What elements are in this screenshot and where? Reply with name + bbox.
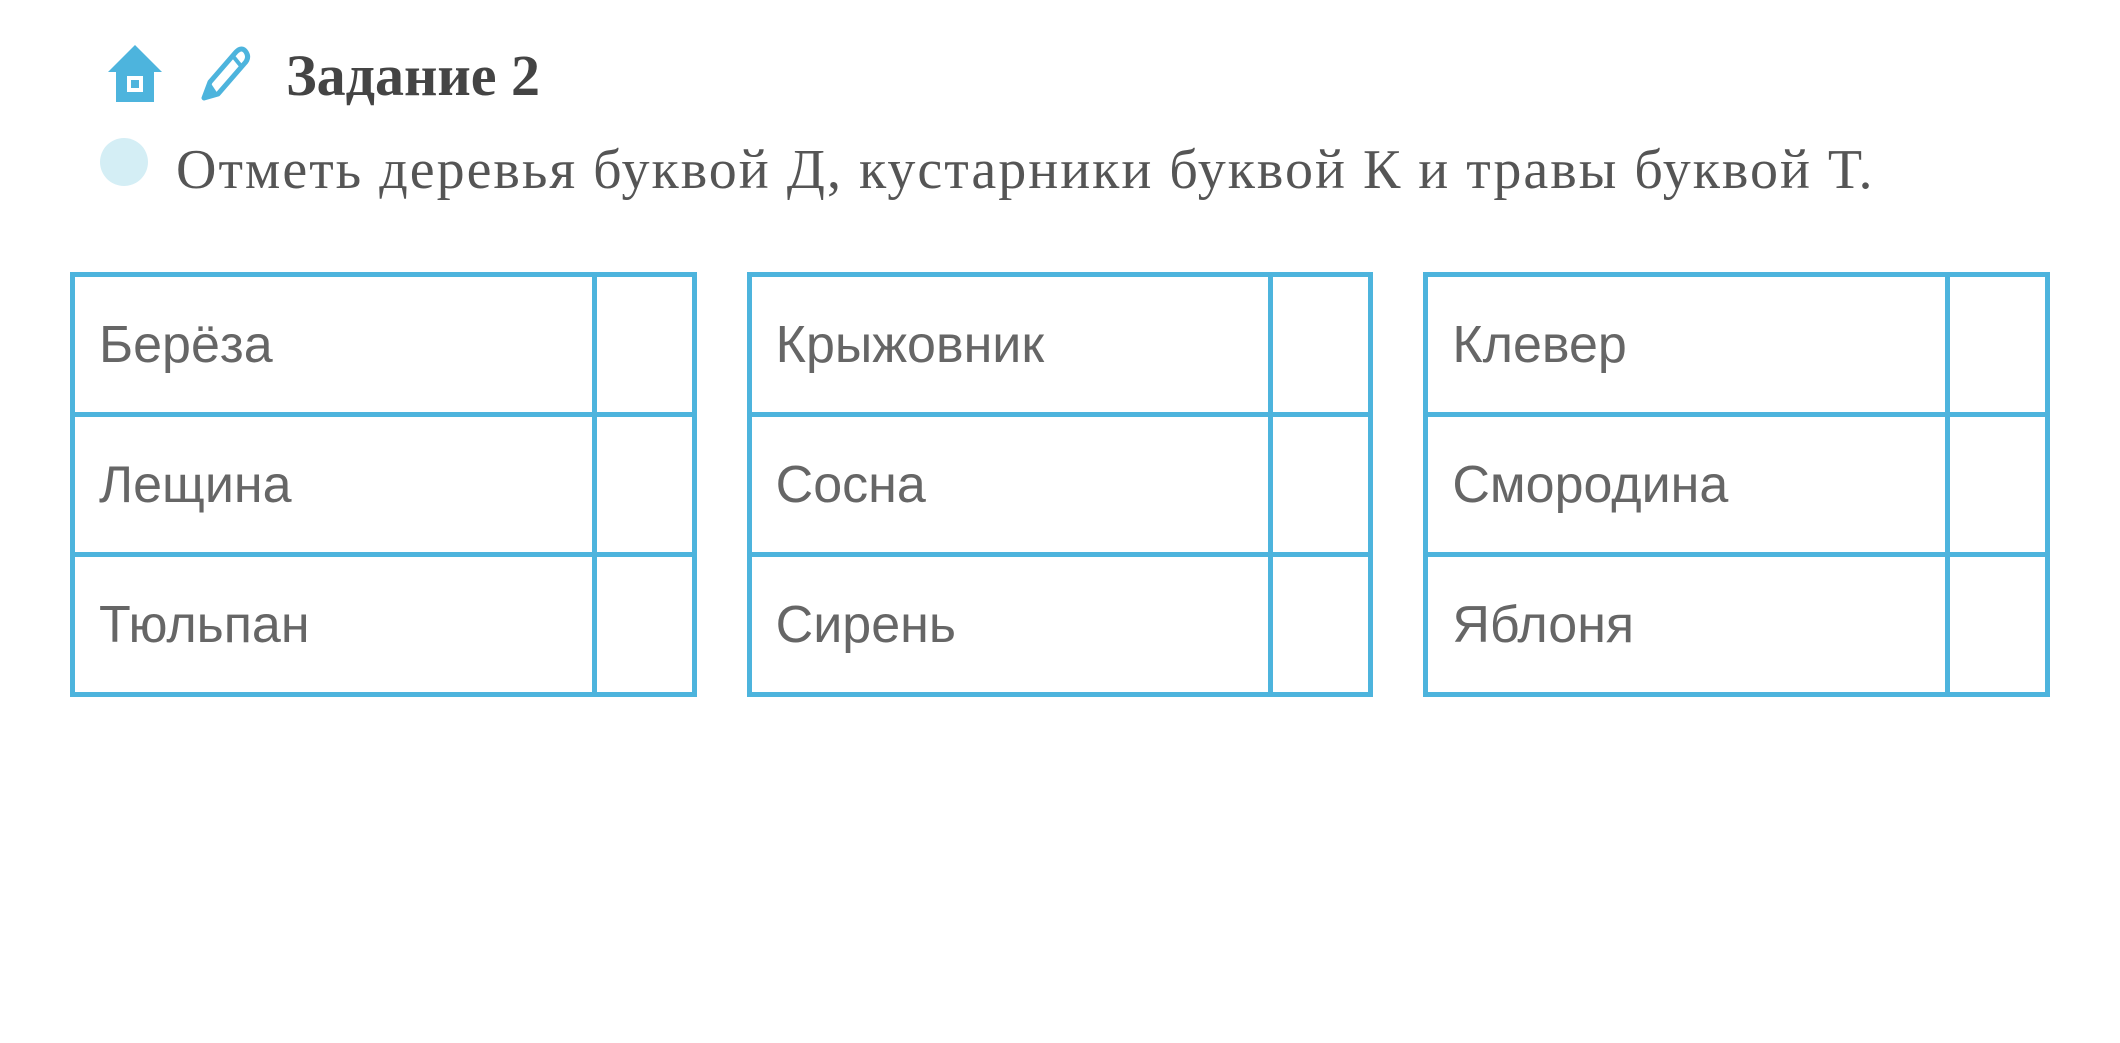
plant-name-cell: Яблоня bbox=[1426, 555, 1948, 695]
task-title: Задание 2 bbox=[286, 42, 540, 109]
bullet-dot-icon bbox=[100, 138, 148, 186]
plant-name-cell: Смородина bbox=[1426, 415, 1948, 555]
table-row: Крыжовник bbox=[749, 275, 1371, 415]
plant-table-1: Берёза Лещина Тюльпан bbox=[70, 272, 697, 697]
plant-name-cell: Клевер bbox=[1426, 275, 1948, 415]
plant-answer-cell[interactable] bbox=[594, 415, 694, 555]
instruction-row: Отметь деревья буквой Д, кустарники букв… bbox=[60, 128, 2060, 212]
instruction-text: Отметь деревья буквой Д, кустарники букв… bbox=[176, 128, 1875, 212]
plant-name-cell: Сосна bbox=[749, 415, 1271, 555]
table-row: Клевер bbox=[1426, 275, 2048, 415]
table-row: Берёза bbox=[73, 275, 695, 415]
pen-icon bbox=[192, 40, 252, 110]
table-row: Смородина bbox=[1426, 415, 2048, 555]
plant-table-3: Клевер Смородина Яблоня bbox=[1423, 272, 2050, 697]
tables-container: Берёза Лещина Тюльпан Крыжовник Сосна Си… bbox=[60, 272, 2060, 697]
plant-answer-cell[interactable] bbox=[594, 275, 694, 415]
plant-table-2: Крыжовник Сосна Сирень bbox=[747, 272, 1374, 697]
task-header: Задание 2 bbox=[60, 40, 2060, 110]
plant-answer-cell[interactable] bbox=[1271, 415, 1371, 555]
house-icon bbox=[100, 40, 170, 110]
plant-name-cell: Берёза bbox=[73, 275, 595, 415]
plant-name-cell: Крыжовник bbox=[749, 275, 1271, 415]
plant-answer-cell[interactable] bbox=[1948, 555, 2048, 695]
table-row: Сирень bbox=[749, 555, 1371, 695]
table-row: Лещина bbox=[73, 415, 695, 555]
table-row: Тюльпан bbox=[73, 555, 695, 695]
plant-answer-cell[interactable] bbox=[1948, 275, 2048, 415]
plant-answer-cell[interactable] bbox=[594, 555, 694, 695]
plant-name-cell: Лещина bbox=[73, 415, 595, 555]
plant-name-cell: Сирень bbox=[749, 555, 1271, 695]
table-row: Яблоня bbox=[1426, 555, 2048, 695]
plant-name-cell: Тюльпан bbox=[73, 555, 595, 695]
plant-answer-cell[interactable] bbox=[1948, 415, 2048, 555]
plant-answer-cell[interactable] bbox=[1271, 275, 1371, 415]
plant-answer-cell[interactable] bbox=[1271, 555, 1371, 695]
table-row: Сосна bbox=[749, 415, 1371, 555]
